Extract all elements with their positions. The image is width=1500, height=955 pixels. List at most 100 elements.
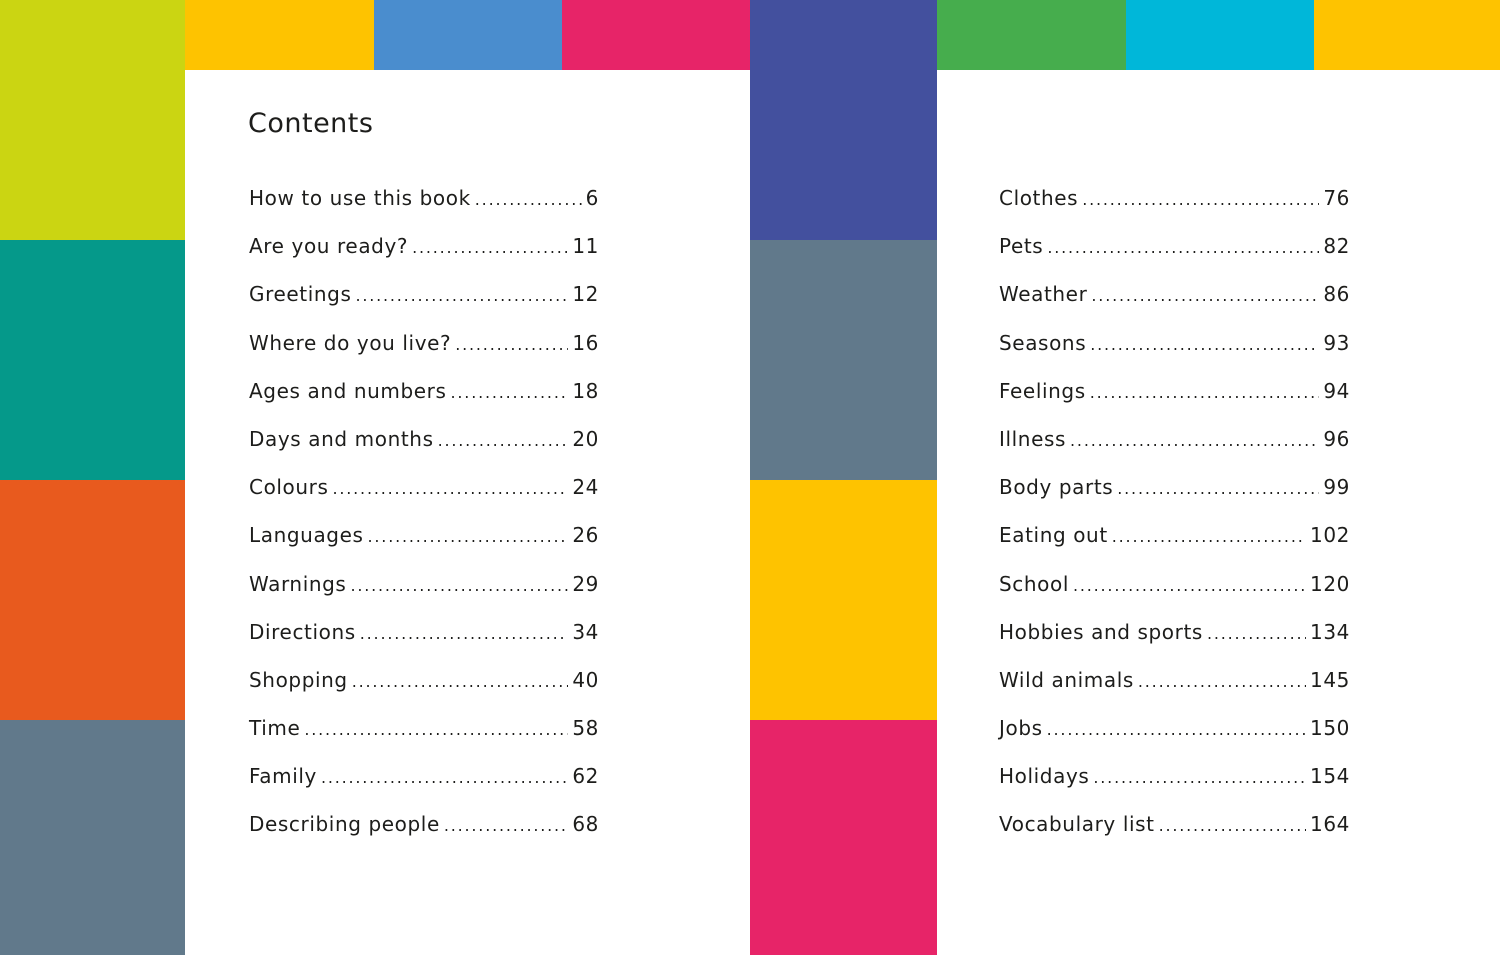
toc-entry-label: Seasons bbox=[999, 330, 1087, 355]
top-strip-left-1 bbox=[185, 0, 374, 70]
toc-dot-leader: ........................................… bbox=[1117, 479, 1320, 499]
toc-entry: Are you ready?..........................… bbox=[249, 234, 599, 282]
toc-entry-page: 86 bbox=[1323, 282, 1350, 307]
toc-entry-page: 96 bbox=[1323, 426, 1350, 451]
toc-entry-label: Jobs bbox=[999, 716, 1043, 741]
toc-entry-label: Feelings bbox=[999, 378, 1086, 403]
toc-entry-page: 102 bbox=[1310, 523, 1350, 548]
toc-entry: Body parts..............................… bbox=[999, 475, 1350, 523]
toc-dot-leader: ........................................… bbox=[1070, 430, 1319, 450]
toc-entry: Eating out..............................… bbox=[999, 523, 1350, 571]
toc-entry: Days and months.........................… bbox=[249, 427, 599, 475]
toc-entry-label: Days and months bbox=[249, 426, 434, 451]
toc-entry: How to use this book....................… bbox=[249, 186, 599, 234]
toc-entry: Jobs....................................… bbox=[999, 716, 1350, 764]
toc-entry: Ages and numbers........................… bbox=[249, 379, 599, 427]
toc-entry-label: Ages and numbers bbox=[249, 378, 447, 403]
toc-dot-leader: ........................................… bbox=[450, 382, 569, 402]
toc-dot-leader: ........................................… bbox=[367, 527, 569, 547]
toc-entry-page: 68 bbox=[572, 812, 599, 837]
toc-entry-label: Family bbox=[249, 764, 317, 789]
toc-list-left: How to use this book....................… bbox=[249, 186, 599, 861]
toc-dot-leader: ........................................… bbox=[304, 720, 568, 740]
toc-entry: Greetings...............................… bbox=[249, 282, 599, 330]
toc-entry-page: 24 bbox=[572, 475, 599, 500]
middle-block-4 bbox=[750, 720, 937, 955]
toc-entry-label: Holidays bbox=[999, 764, 1090, 789]
toc-entry-label: Eating out bbox=[999, 523, 1108, 548]
toc-dot-leader: ........................................… bbox=[1047, 238, 1319, 258]
left-block-2 bbox=[0, 240, 185, 480]
toc-entry-label: Time bbox=[249, 716, 301, 741]
middle-block-1 bbox=[750, 0, 937, 240]
toc-entry-page: 34 bbox=[572, 619, 599, 644]
toc-entry: Vocabulary list.........................… bbox=[999, 812, 1350, 860]
toc-entry: School..................................… bbox=[999, 572, 1350, 620]
toc-entry-page: 58 bbox=[572, 716, 599, 741]
toc-entry: Colours.................................… bbox=[249, 475, 599, 523]
toc-entry-page: 76 bbox=[1323, 186, 1350, 210]
toc-entry: Feelings................................… bbox=[999, 379, 1350, 427]
toc-entry: Warnings................................… bbox=[249, 572, 599, 620]
toc-dot-leader: ........................................… bbox=[1089, 382, 1320, 402]
toc-entry-label: Languages bbox=[249, 523, 364, 548]
toc-entry-label: Wild animals bbox=[999, 667, 1134, 692]
toc-dot-leader: ........................................… bbox=[320, 768, 569, 788]
toc-entry: Weather.................................… bbox=[999, 282, 1350, 330]
toc-entry: Seasons.................................… bbox=[999, 331, 1350, 379]
toc-entry: Pets....................................… bbox=[999, 234, 1350, 282]
left-block-4 bbox=[0, 720, 185, 955]
toc-dot-leader: ........................................… bbox=[1111, 527, 1307, 547]
top-strip-right-2 bbox=[1126, 0, 1314, 70]
toc-entry-page: 12 bbox=[572, 282, 599, 307]
toc-dot-leader: ........................................… bbox=[437, 430, 569, 450]
toc-entry: Wild animals............................… bbox=[999, 668, 1350, 716]
toc-entry: Hobbies and sports......................… bbox=[999, 620, 1350, 668]
toc-dot-leader: ........................................… bbox=[1093, 768, 1306, 788]
middle-color-column bbox=[750, 0, 937, 955]
toc-entry-page: 120 bbox=[1310, 571, 1350, 596]
toc-entry-label: Pets bbox=[999, 234, 1044, 259]
toc-entry-page: 26 bbox=[572, 523, 599, 548]
toc-entry-label: Clothes bbox=[999, 186, 1079, 210]
toc-entry: Clothes.................................… bbox=[999, 186, 1350, 234]
left-page bbox=[185, 70, 750, 955]
toc-entry-page: 93 bbox=[1323, 330, 1350, 355]
toc-entry-page: 150 bbox=[1310, 716, 1350, 741]
toc-entry-page: 6 bbox=[585, 186, 599, 210]
toc-entry: Illness.................................… bbox=[999, 427, 1350, 475]
toc-entry-label: Body parts bbox=[999, 475, 1114, 500]
toc-dot-leader: ........................................… bbox=[1158, 816, 1307, 836]
toc-dot-leader: ........................................… bbox=[1091, 286, 1319, 306]
toc-list-right: Clothes.................................… bbox=[999, 186, 1350, 861]
toc-entry-page: 40 bbox=[572, 667, 599, 692]
toc-dot-leader: ........................................… bbox=[455, 334, 568, 354]
toc-entry-label: Where do you live? bbox=[249, 330, 452, 355]
toc-entry-label: Weather bbox=[999, 282, 1088, 307]
toc-entry: Family..................................… bbox=[249, 764, 599, 812]
top-strip-right-3 bbox=[1314, 0, 1500, 70]
toc-entry-page: 164 bbox=[1310, 812, 1350, 837]
toc-entry-page: 145 bbox=[1310, 667, 1350, 692]
toc-dot-leader: ........................................… bbox=[412, 238, 568, 258]
toc-entry-label: Are you ready? bbox=[249, 234, 409, 259]
toc-dot-leader: ........................................… bbox=[350, 575, 568, 595]
toc-entry-page: 29 bbox=[572, 571, 599, 596]
toc-entry-label: Directions bbox=[249, 619, 356, 644]
toc-dot-leader: ........................................… bbox=[351, 671, 569, 691]
left-block-3 bbox=[0, 480, 185, 720]
left-color-column bbox=[0, 0, 185, 955]
toc-entry-label: School bbox=[999, 571, 1069, 596]
toc-entry-label: Colours bbox=[249, 475, 329, 500]
toc-dot-leader: ........................................… bbox=[443, 816, 568, 836]
toc-dot-leader: ........................................… bbox=[332, 479, 569, 499]
toc-dot-leader: ........................................… bbox=[474, 190, 582, 209]
toc-dot-leader: ........................................… bbox=[1082, 190, 1319, 209]
right-page bbox=[937, 70, 1500, 955]
page-title: Contents bbox=[248, 108, 374, 139]
toc-dot-leader: ........................................… bbox=[1090, 334, 1319, 354]
toc-dot-leader: ........................................… bbox=[1073, 575, 1306, 595]
top-strip-left-3 bbox=[562, 0, 750, 70]
toc-dot-leader: ........................................… bbox=[359, 623, 569, 643]
toc-dot-leader: ........................................… bbox=[1137, 671, 1306, 691]
